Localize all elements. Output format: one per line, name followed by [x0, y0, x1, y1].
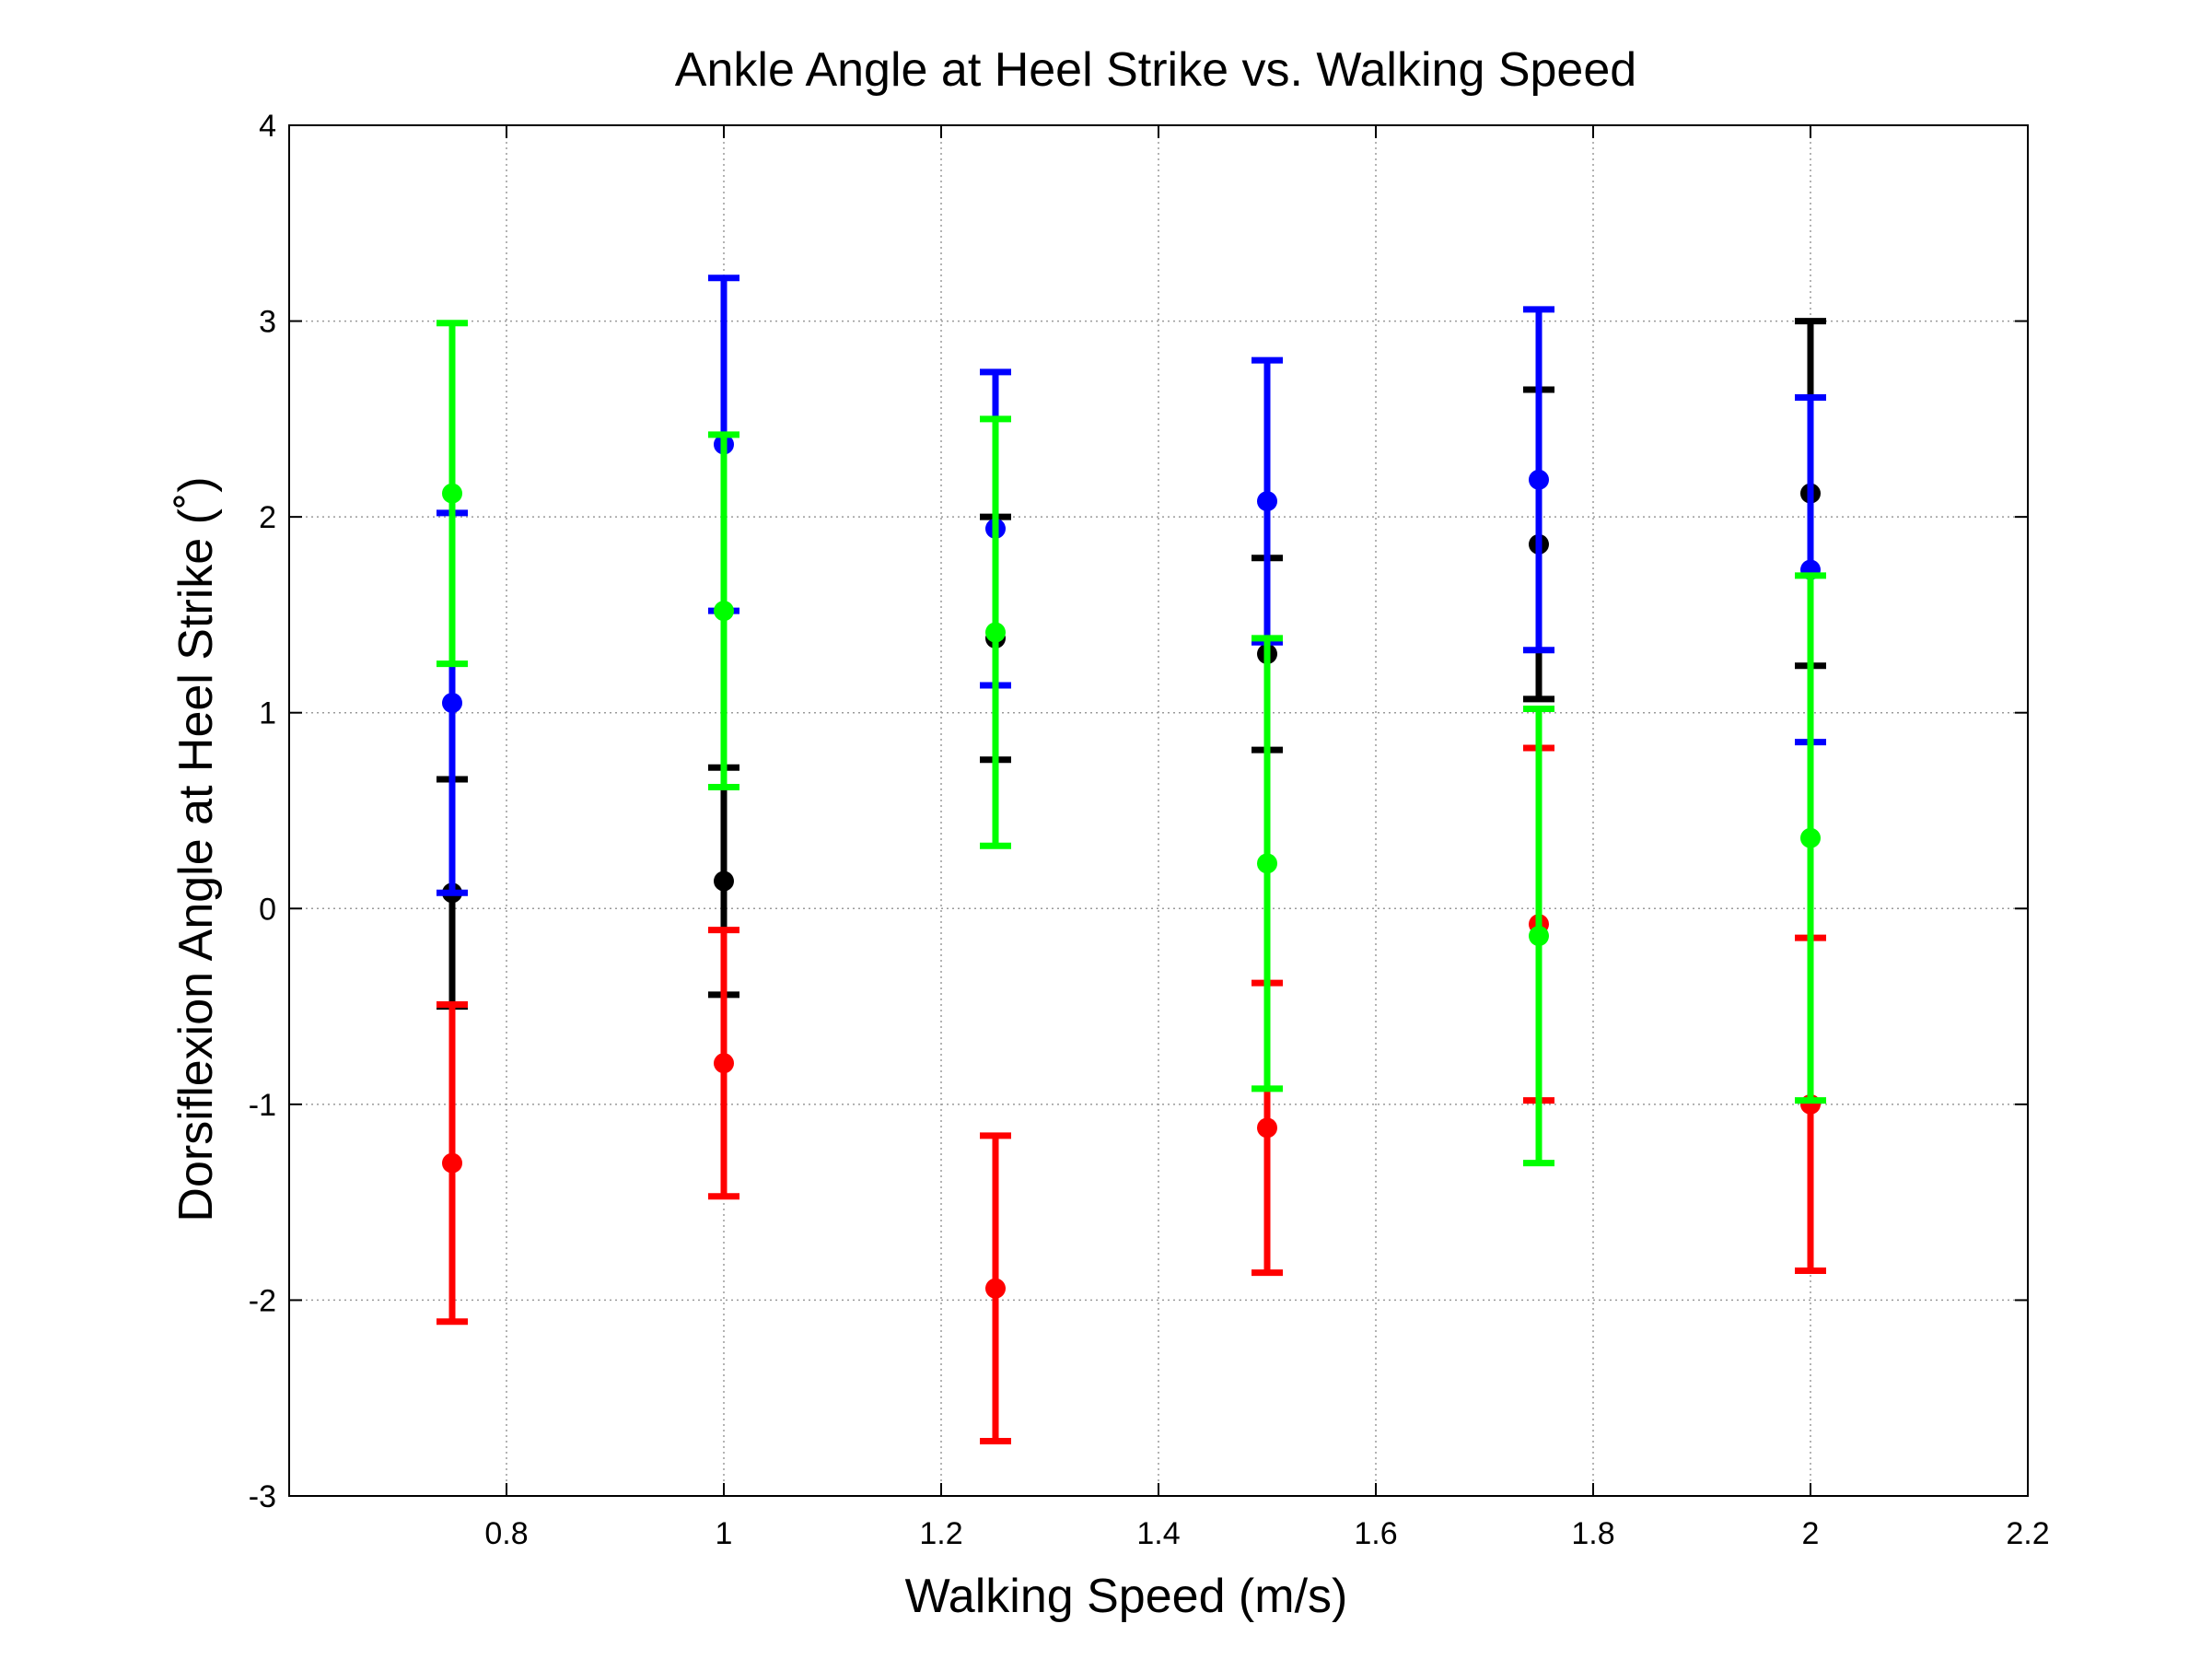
- data-point: [1257, 1117, 1277, 1139]
- x-tick-label: 2.2: [2006, 1516, 2049, 1551]
- data-point: [1529, 469, 1549, 490]
- data-point: [1257, 491, 1277, 512]
- data-point: [442, 693, 462, 714]
- data-point: [985, 622, 1006, 643]
- data-point: [1257, 853, 1277, 874]
- data-point: [714, 1053, 734, 1074]
- data-point: [985, 1278, 1006, 1299]
- axis-ticks: 0.8 1 1.2 1.4 1.6 1.8 2 2.2 -3 -2 -1 0 1 2 3 4: [249, 109, 2050, 1551]
- x-tick-label: 1.8: [1571, 1516, 1614, 1551]
- data-point: [1529, 926, 1549, 947]
- y-tick-label: 1: [259, 696, 276, 731]
- data-point: [442, 1152, 462, 1174]
- data-point: [714, 870, 734, 892]
- data-series: [437, 275, 1826, 1444]
- data-point: [1800, 827, 1821, 848]
- y-tick-label: 0: [259, 892, 276, 927]
- x-tick-label: 0.8: [484, 1516, 528, 1551]
- y-tick-label: -1: [249, 1088, 276, 1123]
- y-tick-label: -2: [249, 1283, 276, 1318]
- x-tick-label: 1.4: [1136, 1516, 1180, 1551]
- y-tick-label: 4: [259, 109, 276, 144]
- y-tick-label: -3: [249, 1479, 276, 1514]
- data-point: [442, 483, 462, 504]
- data-point: [714, 601, 734, 622]
- y-tick-label: 3: [259, 305, 276, 340]
- x-tick-label: 1.2: [919, 1516, 962, 1551]
- series-3: [437, 320, 1826, 1167]
- x-axis-label: Walking Speed (m/s): [905, 1570, 1348, 1623]
- x-tick-label: 1.6: [1354, 1516, 1397, 1551]
- chart-title: Ankle Angle at Heel Strike vs. Walking S…: [675, 43, 1636, 97]
- x-tick-label: 1: [716, 1516, 733, 1551]
- y-axis-label: Dorsiflexion Angle at Heel Strike (˚): [169, 476, 223, 1221]
- y-tick-label: 2: [259, 500, 276, 535]
- x-tick-label: 2: [1802, 1516, 1820, 1551]
